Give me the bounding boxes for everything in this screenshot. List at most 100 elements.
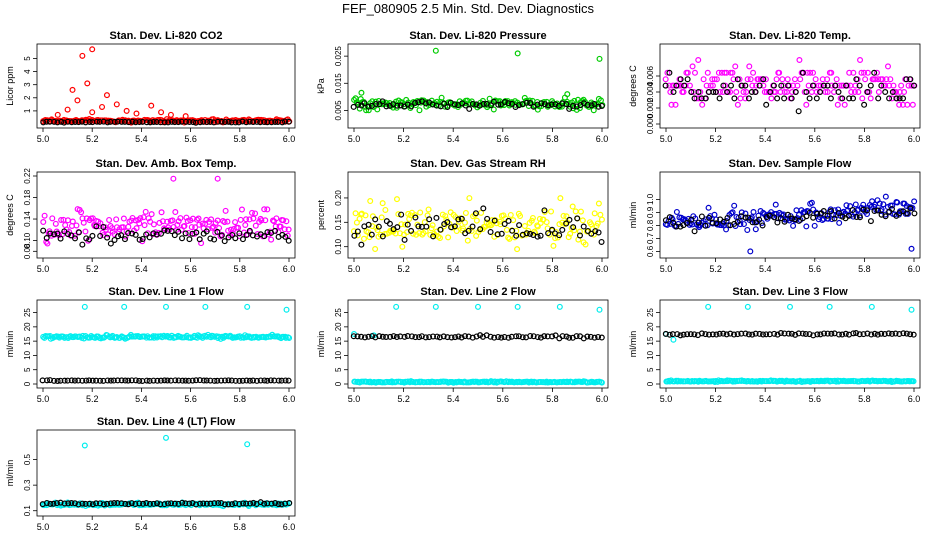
- x-tick-label: 5.8: [546, 264, 559, 274]
- data-point: [89, 501, 96, 508]
- data-point: [80, 219, 87, 226]
- data-point: [506, 235, 513, 242]
- data-point: [876, 200, 883, 207]
- data-point: [731, 95, 738, 102]
- data-point: [896, 95, 903, 102]
- data-point: [237, 216, 244, 223]
- data-point: [795, 330, 802, 337]
- data-point: [61, 377, 68, 384]
- data-point: [376, 333, 383, 340]
- data-point: [781, 88, 788, 95]
- data-point: [363, 378, 370, 385]
- data-point: [673, 223, 680, 230]
- panel-8: Stan. Dev. Line 2 Flow ml/min 5.0 5.2 5.4 5.6…: [316, 286, 609, 404]
- data-point: [475, 303, 482, 310]
- data-point: [82, 500, 89, 507]
- data-point: [749, 82, 756, 89]
- panel-2: Stan. Dev. Li-820 Pressure kPa 5.0 5.2 5.4 5.…: [316, 30, 609, 144]
- data-point: [541, 333, 548, 340]
- y-axis-label: Licor ppm: [5, 66, 15, 106]
- data-point: [352, 210, 359, 217]
- y-tick-label: 0.7: [646, 232, 655, 244]
- data-point: [441, 100, 448, 107]
- data-point: [283, 218, 290, 225]
- data-point: [779, 76, 786, 83]
- data-point: [496, 218, 503, 225]
- y-tick-label: 0.000: [646, 113, 655, 134]
- data-point: [264, 119, 271, 126]
- data-point: [228, 377, 235, 384]
- data-point: [853, 76, 860, 83]
- data-point: [570, 102, 577, 109]
- y-tick-label: 15: [334, 336, 343, 345]
- data-point: [54, 119, 61, 126]
- data-point: [65, 500, 72, 507]
- data-point: [358, 89, 365, 96]
- data-point: [466, 195, 473, 202]
- data-point: [264, 229, 271, 236]
- data-point: [884, 63, 891, 70]
- data-point: [861, 101, 868, 108]
- data-point: [244, 441, 251, 448]
- data-point: [734, 331, 741, 338]
- data-point: [394, 224, 401, 231]
- data-point: [786, 303, 793, 310]
- data-point: [164, 218, 171, 225]
- data-point: [862, 76, 869, 83]
- data-point: [495, 333, 502, 340]
- y-tick-label: 0.10: [334, 238, 343, 254]
- data-point: [792, 331, 799, 338]
- data-point: [262, 217, 269, 224]
- data-point: [509, 100, 516, 107]
- data-point: [374, 227, 381, 234]
- data-point: [136, 119, 143, 126]
- data-point: [845, 212, 852, 219]
- data-point: [68, 377, 75, 384]
- data-point: [677, 76, 684, 83]
- data-point: [203, 228, 210, 235]
- data-point: [52, 220, 59, 227]
- data-point: [194, 216, 201, 223]
- y-tick-label: 0.6: [646, 245, 655, 257]
- data-point: [196, 377, 203, 384]
- data-point: [494, 231, 501, 238]
- data-point: [879, 76, 886, 83]
- data-point: [756, 216, 763, 223]
- data-point: [115, 233, 122, 240]
- data-point: [806, 209, 813, 216]
- data-point: [408, 227, 415, 234]
- data-point: [125, 377, 132, 384]
- data-point: [106, 216, 113, 223]
- data-point: [225, 227, 232, 234]
- data-point: [267, 377, 274, 384]
- data-point: [448, 224, 455, 231]
- data-point: [236, 377, 243, 384]
- y-tick-label: 0.14: [23, 211, 32, 227]
- data-point: [222, 377, 229, 384]
- data-point: [129, 230, 136, 237]
- data-point: [820, 208, 827, 215]
- data-point: [756, 82, 763, 89]
- data-point: [86, 377, 93, 384]
- data-point: [118, 500, 125, 507]
- data-point: [121, 236, 128, 243]
- x-tick-label: 6.0: [596, 264, 609, 274]
- data-point: [582, 241, 589, 248]
- data-point: [841, 101, 848, 108]
- data-point: [882, 193, 889, 200]
- data-point: [225, 377, 232, 384]
- data-point: [759, 222, 766, 229]
- data-point: [747, 248, 754, 255]
- data-point: [218, 377, 225, 384]
- data-point: [788, 95, 795, 102]
- data-point: [903, 76, 910, 83]
- data-point: [850, 69, 857, 76]
- data-point: [552, 101, 559, 108]
- data-point: [72, 118, 79, 125]
- y-tick-label: 0.10: [23, 232, 32, 248]
- data-point: [712, 88, 719, 95]
- data-point: [567, 230, 574, 237]
- data-point: [702, 95, 709, 102]
- data-point: [268, 236, 275, 243]
- data-point: [824, 330, 831, 337]
